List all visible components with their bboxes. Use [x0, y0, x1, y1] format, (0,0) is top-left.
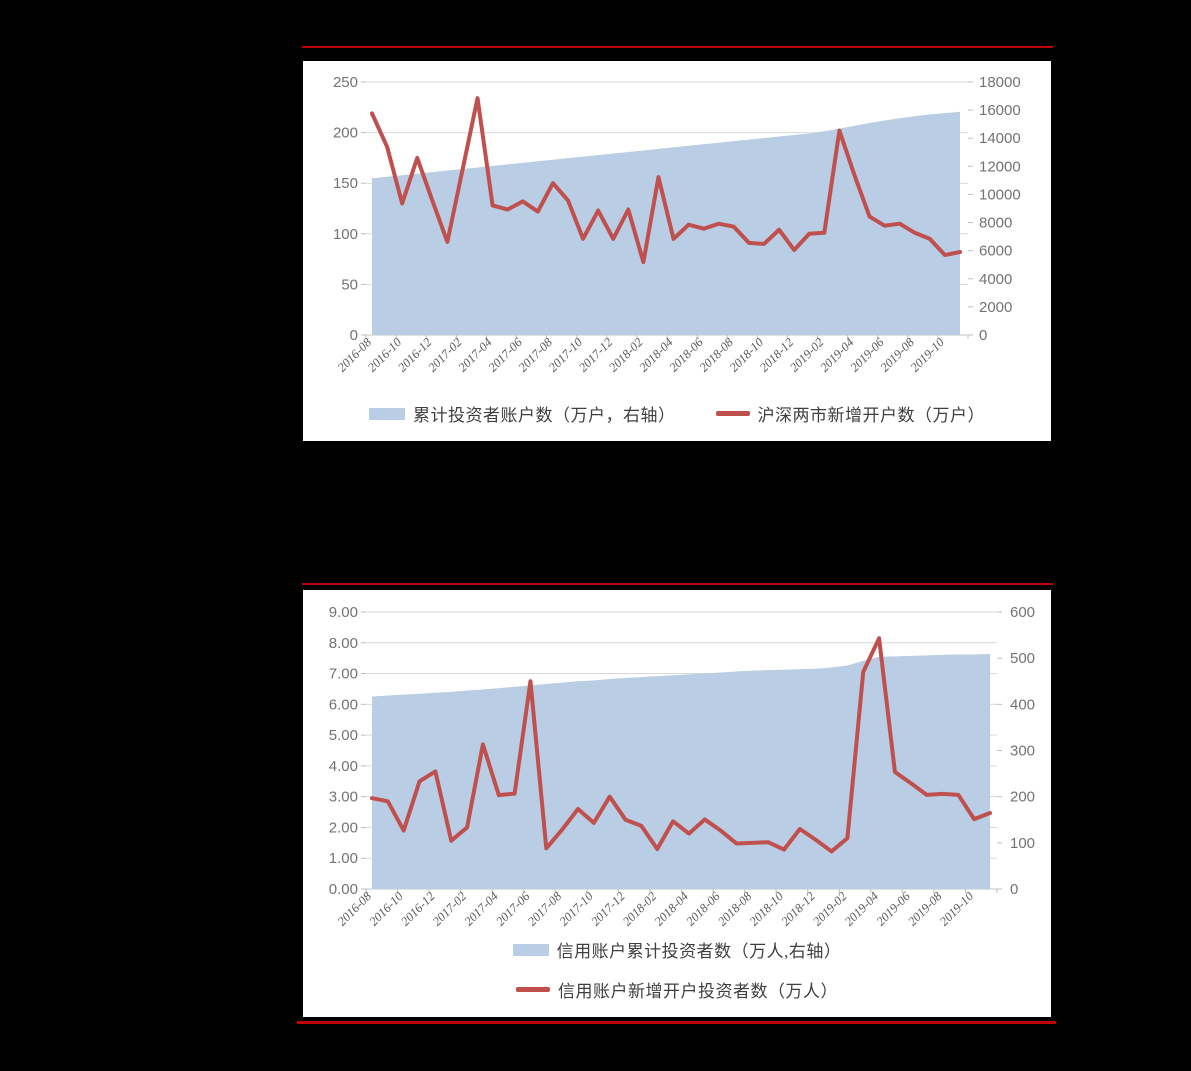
chart1-legend-item-line: 沪深两市新增开户数（万户）: [715, 401, 986, 426]
right-axis-label: 500: [1010, 650, 1035, 667]
x-axis-label: 2017-06: [493, 889, 533, 929]
x-axis-label: 2017-10: [557, 889, 597, 929]
left-axis-label: 2.00: [329, 819, 358, 836]
right-axis-label: 2000: [979, 299, 1012, 316]
x-axis-label: 2017-12: [588, 889, 627, 928]
right-axis-label: 300: [1010, 743, 1035, 760]
right-axis-label: 16000: [979, 102, 1021, 119]
right-axis-label: 0: [979, 327, 987, 344]
x-axis-label: 2018-08: [715, 889, 755, 929]
x-axis-label: 2018-12: [778, 889, 817, 928]
left-axis-label: 3.00: [329, 789, 358, 806]
x-axis-label: 2018-06: [683, 889, 723, 929]
x-axis-label: 2019-04: [842, 889, 881, 928]
chart2-legend-row-area: 信用账户累计投资者数（万人,右轴）: [303, 937, 1051, 962]
right-axis-label: 12000: [979, 158, 1021, 175]
chart-panel-cumulative-investor-accounts: 0 50 100 150 200 250 0 2000 4000 6000 8000 10000 120…: [303, 61, 1051, 441]
chart-panel-credit-accounts: 0.00 1.00 2.00 3.00 4.00 5.00 6.00 7.00 8.00 9.00…: [303, 590, 1051, 1017]
top-divider-rule: [302, 46, 1053, 48]
right-axis-label: 200: [1010, 789, 1035, 806]
middle-divider-rule: [302, 583, 1053, 585]
chart1-legend: 累计投资者账户数（万户，右轴） 沪深两市新增开户数（万户）: [303, 401, 1051, 426]
x-axis-label: 2018-04: [652, 889, 691, 928]
left-axis-label: 9.00: [329, 604, 358, 621]
left-axis-label: 0: [350, 327, 358, 344]
right-axis-label: 10000: [979, 186, 1021, 203]
right-axis-label: 14000: [979, 130, 1021, 147]
right-axis-label: 600: [1010, 604, 1035, 621]
left-axis-label: 100: [333, 226, 358, 243]
x-axis-label: 2019-06: [874, 889, 914, 929]
x-axis-label: 2016-12: [398, 889, 437, 928]
legend-label-line: 沪深两市新增开户数（万户）: [757, 406, 985, 425]
x-axis-label: 2019-02: [810, 889, 849, 928]
line-series: [370, 96, 962, 265]
line-series-swatch: [516, 987, 550, 992]
chart2-legend-item-line: 信用账户新增开户投资者数（万人）: [516, 977, 838, 1002]
right-axis-label: 6000: [979, 243, 1012, 260]
x-axis-label: 2017-02: [430, 889, 469, 928]
right-axis-label: 0: [1010, 881, 1018, 898]
legend-label-area: 累计投资者账户数（万户，右轴）: [413, 406, 676, 425]
right-axis-label: 100: [1010, 835, 1035, 852]
left-axis-label: 8.00: [329, 635, 358, 652]
x-axis-label: 2018-10: [747, 889, 787, 929]
legend-label-line: 信用账户新增开户投资者数（万人）: [558, 982, 838, 1001]
left-axis-label: 50: [341, 276, 358, 293]
legend-label-area: 信用账户累计投资者数（万人,右轴）: [556, 942, 842, 961]
x-axis-label: 2019-08: [905, 889, 945, 929]
chart2-legend-item-area: 信用账户累计投资者数（万人,右轴）: [512, 937, 842, 962]
chart1-legend-item-area: 累计投资者账户数（万户，右轴）: [369, 401, 676, 426]
x-axis-label: 2016-10: [366, 889, 406, 929]
left-axis-label: 7.00: [329, 666, 358, 683]
x-axis-label: 2019-10: [937, 889, 977, 929]
left-axis-label: 4.00: [329, 758, 358, 775]
x-axis-label: 2018-02: [620, 889, 659, 928]
right-axis-label: 18000: [979, 74, 1021, 91]
left-axis-label: 200: [333, 125, 358, 142]
right-axis-label: 400: [1010, 696, 1035, 713]
area-series-swatch: [369, 407, 405, 420]
left-axis-label: 0.00: [329, 881, 358, 898]
credit-accounts-chart-canvas: 0.00 1.00 2.00 3.00 4.00 5.00 6.00 7.00 8.00 9.00…: [329, 604, 1035, 929]
area-series-swatch: [512, 943, 549, 956]
left-axis-label: 1.00: [329, 850, 358, 867]
right-axis-label: 8000: [979, 215, 1012, 232]
left-axis-label: 150: [333, 175, 358, 192]
area-series: [372, 111, 960, 335]
line-series-swatch: [715, 411, 750, 416]
left-axis-label: 5.00: [329, 727, 358, 744]
chart2-legend-row-line: 信用账户新增开户投资者数（万人）: [303, 977, 1051, 1002]
left-axis-label: 6.00: [329, 696, 358, 713]
x-axis-label: 2017-04: [462, 889, 501, 928]
line-series: [370, 636, 992, 854]
investor-accounts-chart-canvas: 0 50 100 150 200 250 0 2000 4000 6000 8000 10000 120…: [333, 74, 1021, 375]
x-axis-label: 2017-08: [525, 889, 565, 929]
left-axis-label: 250: [333, 74, 358, 91]
x-axis-label: 2019-10: [908, 335, 948, 375]
right-axis-label: 4000: [979, 271, 1012, 288]
bottom-divider-rule: [297, 1021, 1056, 1024]
